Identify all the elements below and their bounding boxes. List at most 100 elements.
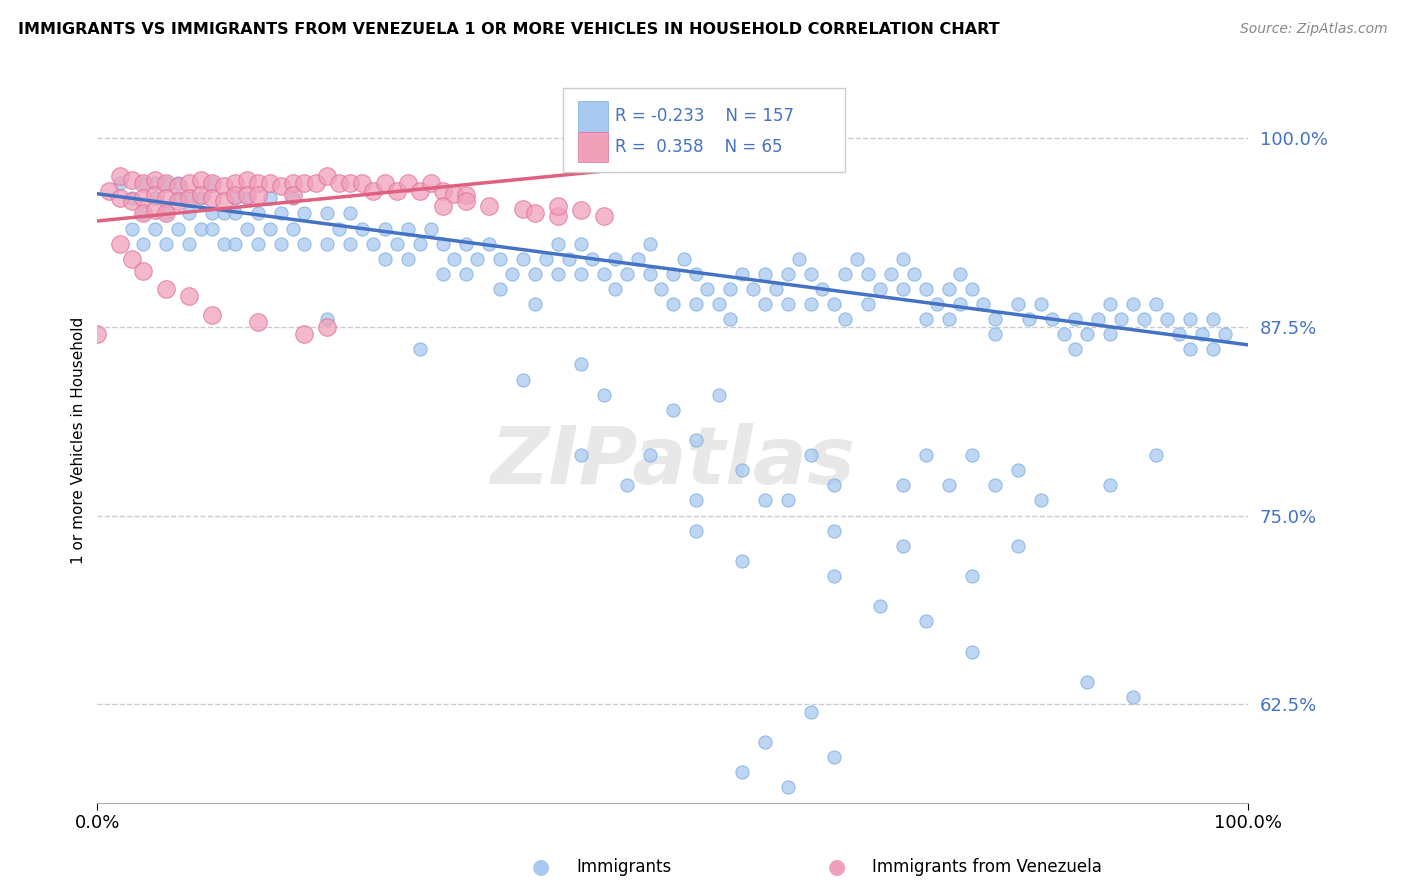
Point [718,282,741,296]
Point [731,554,754,568]
Point [914,448,936,462]
Point [374,176,396,190]
Point [569,358,592,372]
Point [396,252,419,266]
Point [247,206,270,220]
Point [294,327,316,342]
Point [281,176,304,190]
Point [823,569,845,583]
Point [547,236,569,251]
Point [190,221,212,235]
Point [167,179,190,194]
Point [489,282,512,296]
Point [800,267,823,281]
Point [800,448,823,462]
Point [247,315,270,329]
Point [800,297,823,311]
Point [754,493,776,508]
Point [167,194,190,209]
Point [616,267,638,281]
Point [523,267,546,281]
Point [811,282,834,296]
Point [869,282,891,296]
Point [179,289,201,303]
Point [914,615,936,629]
Point [592,210,614,224]
Point [110,191,132,205]
Point [316,319,339,334]
Point [190,191,212,205]
Point [834,267,856,281]
Point [155,206,177,220]
Point [960,644,983,658]
Point [132,191,155,205]
Point [787,252,810,266]
Point [167,191,190,205]
Point [432,267,454,281]
Point [1180,312,1202,326]
Point [86,327,108,342]
Point [396,176,419,190]
Point [1007,463,1029,477]
Text: Immigrants from Venezuela: Immigrants from Venezuela [872,858,1101,876]
FancyBboxPatch shape [578,101,609,131]
Text: ●: ● [828,857,845,877]
Point [1213,327,1236,342]
Point [731,267,754,281]
Point [110,176,132,190]
Point [408,343,430,357]
Point [97,184,120,198]
Point [281,188,304,202]
Point [1202,343,1225,357]
Text: Immigrants: Immigrants [576,858,672,876]
Point [385,236,408,251]
Point [328,221,350,235]
Point [880,267,903,281]
Point [374,221,396,235]
Point [523,206,546,220]
Point [270,236,292,251]
Point [823,478,845,492]
Point [350,221,373,235]
Point [592,387,614,401]
Point [731,765,754,780]
FancyBboxPatch shape [564,88,845,172]
Point [477,199,499,213]
Point [685,267,707,281]
Point [638,236,661,251]
Point [1064,343,1087,357]
Point [501,267,523,281]
Point [845,252,868,266]
Point [305,176,328,190]
Point [823,297,845,311]
Point [1098,478,1121,492]
Point [363,184,385,198]
Point [685,524,707,538]
Point [121,252,143,266]
Point [247,188,270,202]
Point [224,188,246,202]
Point [707,297,730,311]
Point [1111,312,1133,326]
Point [155,236,177,251]
Point [132,176,155,190]
Point [1202,312,1225,326]
Point [316,312,339,326]
Point [938,478,960,492]
Point [155,206,177,220]
Point [201,176,224,190]
Point [465,252,488,266]
Point [179,176,201,190]
Point [132,206,155,220]
Point [731,463,754,477]
Point [201,191,224,205]
Point [938,282,960,296]
Point [627,252,650,266]
Point [167,176,190,190]
Point [143,188,166,202]
Point [224,236,246,251]
Point [259,176,281,190]
Point [603,252,626,266]
Point [858,267,880,281]
Point [408,236,430,251]
